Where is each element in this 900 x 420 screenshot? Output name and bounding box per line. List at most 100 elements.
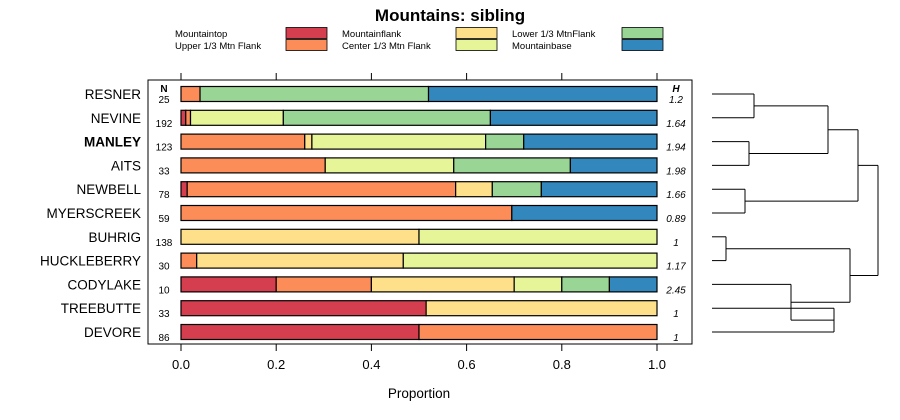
row-label: BUHRIG	[88, 230, 141, 245]
x-tick-label: 1.0	[648, 357, 666, 372]
bar-segment	[418, 323, 658, 341]
bar-segment	[425, 300, 658, 317]
bar-segment	[513, 276, 563, 293]
row-h: 1.64	[666, 119, 686, 130]
row-label: RESNER	[85, 87, 142, 102]
bar-segment	[304, 133, 313, 150]
row-n: 192	[156, 119, 173, 130]
legend-swatch	[285, 27, 328, 39]
row-h: 1	[673, 333, 679, 344]
row-h: 1.17	[666, 262, 686, 273]
row-n: 78	[158, 190, 170, 201]
bar-segment	[370, 276, 515, 293]
bar-segment	[523, 133, 658, 150]
bar-segment	[199, 85, 430, 103]
bar-segment	[189, 109, 284, 126]
plot-frame	[147, 79, 693, 345]
row-n: 138	[156, 238, 173, 249]
row-label: DEVORE	[84, 325, 141, 340]
legend-swatch	[285, 39, 328, 51]
x-tick-label: 0.6	[458, 357, 476, 372]
dendrogram	[712, 93, 879, 333]
row-n: 123	[156, 143, 173, 154]
bar-segment	[196, 252, 404, 269]
bar-rows: RESNER 25 1.2 NEVINE 192 1.64 MANLEY 123 1.94 AIT…	[40, 85, 686, 344]
bar-segment	[185, 109, 192, 126]
x-tick-label: 0.0	[172, 357, 190, 372]
row-label: NEWBELL	[76, 182, 141, 197]
row-n: 59	[158, 214, 170, 225]
bar-segment	[180, 181, 188, 198]
bar-segment	[491, 181, 542, 198]
bar-segment	[427, 85, 658, 103]
row-h: 1.2	[669, 95, 683, 106]
h-header: H	[672, 84, 680, 95]
row-n: 33	[158, 309, 170, 320]
row-h: 1.94	[666, 143, 686, 154]
x-axis-label: Proportion	[388, 386, 450, 401]
n-header: N	[160, 84, 167, 95]
legend-label: Center 1/3 Mtn Flank	[342, 41, 431, 52]
row-label: TREEBUTTE	[61, 301, 141, 316]
bar-segment	[511, 204, 658, 222]
bar-segment	[180, 276, 277, 293]
bar-segment	[540, 181, 658, 198]
legend-label: Mountainbase	[512, 41, 572, 52]
bar-segment	[180, 109, 187, 126]
bar-segment	[180, 300, 427, 317]
bar-segment	[608, 276, 658, 293]
legend-swatch	[621, 27, 664, 39]
bar-segment	[418, 228, 658, 245]
bar-segment	[311, 133, 487, 150]
chart-title: Mountains: sibling	[375, 6, 525, 25]
bar-segment	[180, 157, 326, 174]
row-label: MYERSCREEK	[46, 206, 141, 221]
row-label: MANLEY	[84, 135, 141, 150]
row-n: 30	[158, 262, 170, 273]
x-tick-label: 0.8	[553, 357, 571, 372]
bar-segment	[569, 157, 658, 174]
bar-segment	[180, 85, 201, 103]
bar-segment	[453, 157, 571, 174]
legend-swatch	[455, 27, 498, 39]
row-h: 2.45	[665, 285, 686, 296]
bar-segment	[180, 133, 306, 150]
row-h: 1.98	[666, 166, 686, 177]
legend-label: Upper 1/3 Mtn Flank	[175, 41, 261, 52]
row-h: 1	[673, 238, 679, 249]
legend-swatch	[621, 39, 664, 51]
legend-label: Mountainflank	[342, 29, 401, 40]
row-label: NEVINE	[91, 111, 141, 126]
x-tick-label: 0.2	[267, 357, 285, 372]
bar-segment	[455, 181, 493, 198]
bar-segment	[180, 252, 198, 269]
bar-segment	[324, 157, 455, 174]
row-n: 10	[158, 285, 170, 296]
bar-segment	[180, 228, 420, 245]
row-h: 0.89	[666, 214, 686, 225]
bar-segment	[275, 276, 373, 293]
legend-label: Lower 1/3 MtnFlank	[512, 29, 596, 40]
bar-segment	[180, 204, 513, 222]
legend-swatch	[455, 39, 498, 51]
row-label: HUCKLEBERRY	[40, 254, 141, 269]
bar-segment	[561, 276, 610, 293]
row-n: 33	[158, 166, 170, 177]
bar-segment	[485, 133, 525, 150]
bar-segment	[489, 109, 658, 126]
bar-segment	[180, 323, 420, 341]
row-label: CODYLAKE	[67, 277, 141, 292]
legend-label: Mountaintop	[175, 29, 227, 40]
x-axis: 0.0 0.2 0.4 0.6 0.8 1.0	[172, 73, 666, 372]
row-h: 1	[673, 309, 679, 320]
row-label: AITS	[111, 158, 141, 173]
row-n: 86	[158, 333, 170, 344]
bar-segment	[186, 181, 457, 198]
row-n: 25	[158, 95, 170, 106]
bar-segment	[282, 109, 491, 126]
bar-segment	[402, 252, 658, 269]
x-tick-label: 0.4	[362, 357, 380, 372]
row-h: 1.66	[666, 190, 686, 201]
